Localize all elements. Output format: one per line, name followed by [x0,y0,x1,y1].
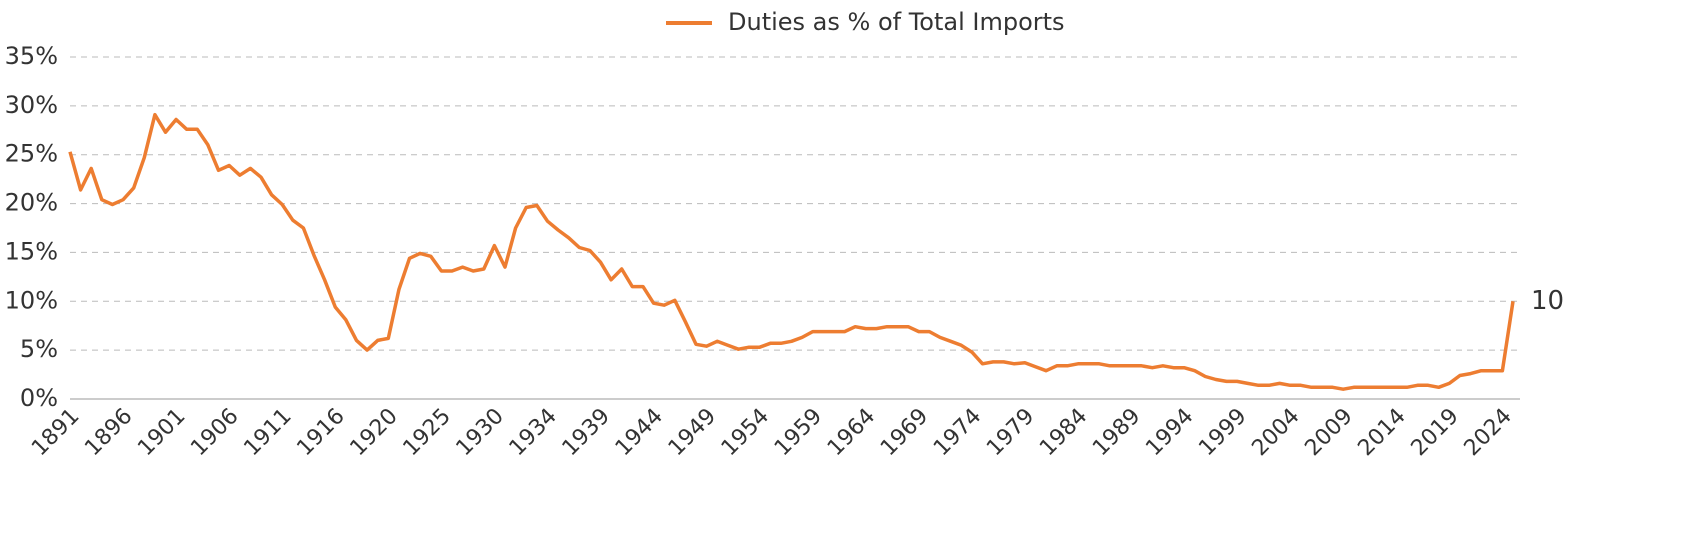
x-tick-label: 1906 [186,404,243,461]
x-tick-label: 1916 [292,404,349,461]
x-tick-label: 1964 [823,404,880,461]
x-tick-label: 1925 [399,404,456,461]
y-tick-label: 0% [20,384,58,412]
x-tick-label: 1984 [1035,404,1092,461]
x-tick-label: 1999 [1194,404,1251,461]
line-series [68,112,1515,391]
x-tick-label: 1974 [929,404,986,461]
legend-label: Duties as % of Total Imports [728,8,1065,36]
x-tick-label: 1891 [27,404,84,461]
x-tick-label: 1979 [982,404,1039,461]
data-label: 10 [1531,286,1564,316]
x-tick-label: 2014 [1353,404,1410,461]
y-tick-label: 35% [5,42,58,70]
x-tick-label: 1944 [611,404,668,461]
x-tick-label: 1901 [133,404,190,461]
y-tick-label: 5% [20,335,58,363]
y-tick-label: 10% [5,286,58,314]
x-tick-label: 1959 [770,404,827,461]
x-tick-label: 1954 [717,404,774,461]
x-tick-label: 1949 [664,404,721,461]
y-tick-label: 15% [5,237,58,265]
x-tick-label: 1930 [452,404,509,461]
x-tick-label: 2004 [1247,404,1304,461]
x-tick-label: 1934 [505,404,562,461]
y-tick-label: 25% [5,140,58,168]
x-tick-label: 2024 [1460,404,1517,461]
x-tick-label: 1939 [558,404,615,461]
y-tick-label: 30% [5,91,58,119]
x-tick-label: 1911 [239,404,296,461]
x-tick-label: 2019 [1407,404,1464,461]
x-tick-label: 1989 [1088,404,1145,461]
x-tick-label: 1969 [876,404,933,461]
x-tick-label: 1896 [80,404,137,461]
x-tick-label: 1920 [346,404,403,461]
x-tick-label: 1994 [1141,404,1198,461]
y-tick-label: 20% [5,189,58,217]
x-tick-label: 2009 [1300,404,1357,461]
